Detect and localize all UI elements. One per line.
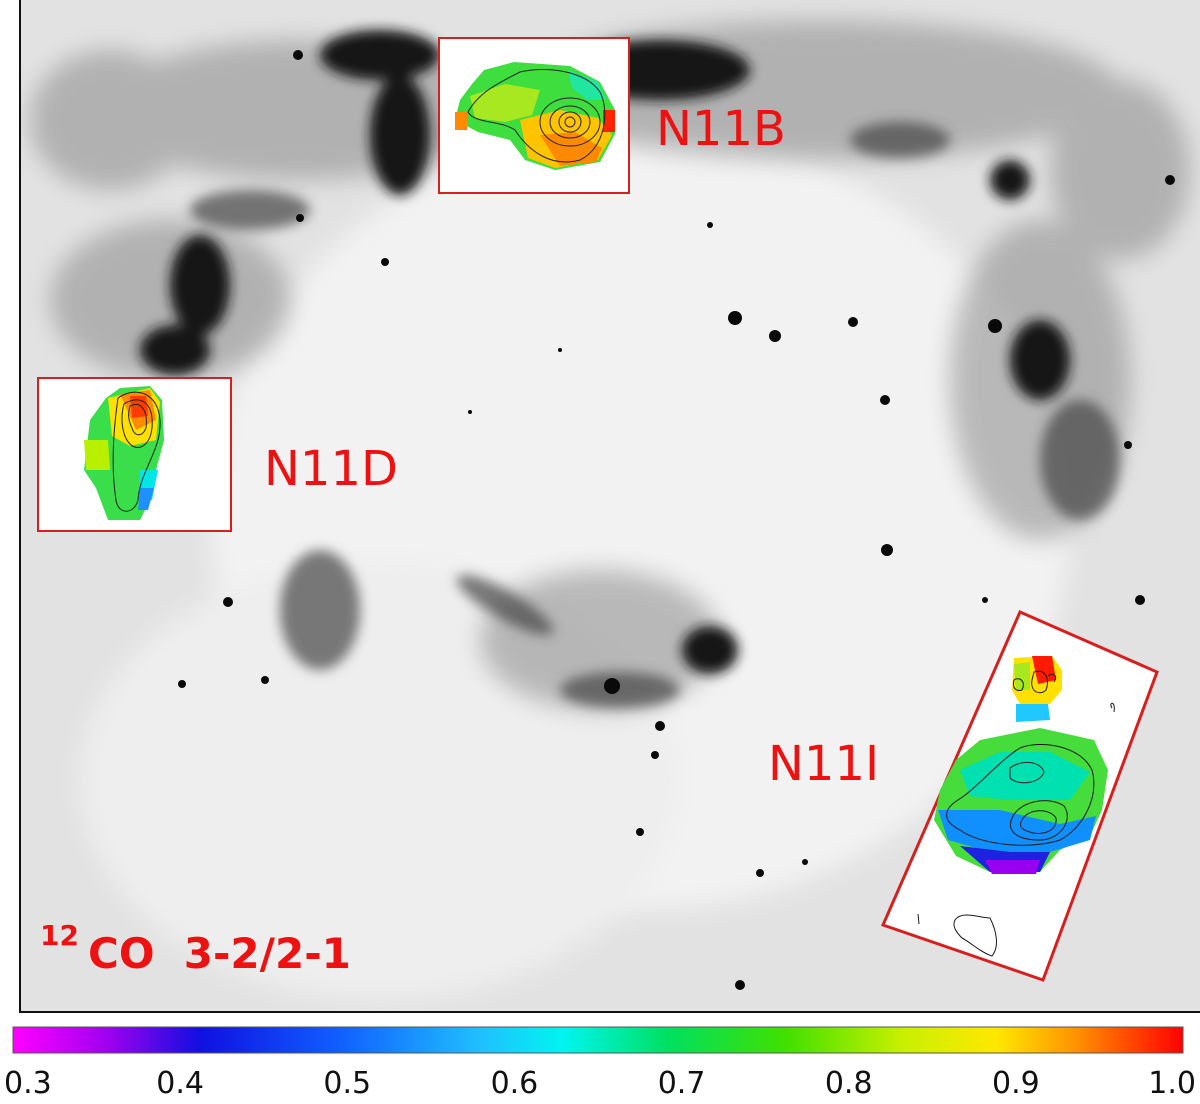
n11b-contours [467,69,606,163]
n11b-inset [438,37,630,194]
colorbar-gradient [12,1026,1184,1054]
n11d-contours [112,391,161,512]
n11i-inset [880,610,1159,982]
ratio-label: 12 CO 3-2/2-1 [40,919,351,978]
colorbar-tick-label: 0.9 [992,1066,1040,1101]
n11d-ratio-map [84,386,164,520]
colorbar-tick-label: 0.4 [156,1066,204,1101]
colorbar-tick-label: 0.5 [323,1066,371,1101]
label-n11b: N11B [656,101,786,157]
colorbar-tick-label: 1.0 [1148,1066,1196,1101]
colorbar-ticks: 0.3 0.4 0.5 0.6 0.7 0.8 0.9 1.0 [4,1066,1196,1101]
n11d-inset [37,377,232,532]
label-n11i: N11I [768,736,879,792]
ratio-label-text: CO 3-2/2-1 [88,929,351,978]
n11b-ratio-map [455,62,615,170]
colorbar-tick-label: 0.8 [825,1066,873,1101]
colorbar-tick-label: 0.7 [658,1066,706,1101]
colorbar-tick-label: 0.6 [491,1066,539,1101]
label-n11d: N11D [264,441,398,497]
map-frame [19,0,1200,1013]
colorbar: 0.3 0.4 0.5 0.6 0.7 0.8 0.9 1.0 [4,1026,1196,1101]
colorbar-tick-label: 0.3 [4,1066,52,1101]
n11i-ratio-map [934,656,1108,874]
ratio-label-superscript: 12 [40,919,79,952]
n11i-contours [917,670,1115,957]
